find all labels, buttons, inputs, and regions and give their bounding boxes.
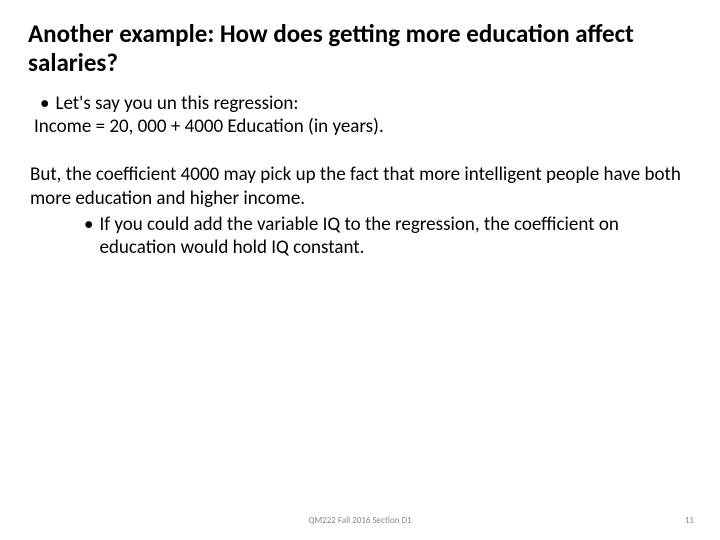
nested-bullet: • If you could add the variable IQ to th… <box>84 213 692 261</box>
slide-body: • Let's say you un this regression: Inco… <box>28 92 692 261</box>
nested-bullet-text: If you could add the variable IQ to the … <box>99 213 692 261</box>
bullet-item-1: • Let's say you un this regression: <box>28 92 692 116</box>
bullet-icon: • <box>84 213 93 261</box>
bullet-icon: • <box>40 92 49 116</box>
paragraph: But, the coefficient 4000 may pick up th… <box>30 163 692 211</box>
footer-center: QM222 Fall 2016 Section D1 <box>0 515 720 526</box>
bullet-text-1: Let's say you un this regression: <box>55 92 298 116</box>
spacer <box>28 139 692 163</box>
page-number: 11 <box>685 515 694 526</box>
equation-line: Income = 20, 000 + 4000 Education (in ye… <box>34 115 692 139</box>
slide: Another example: How does getting more e… <box>0 0 720 540</box>
slide-title: Another example: How does getting more e… <box>28 20 692 78</box>
